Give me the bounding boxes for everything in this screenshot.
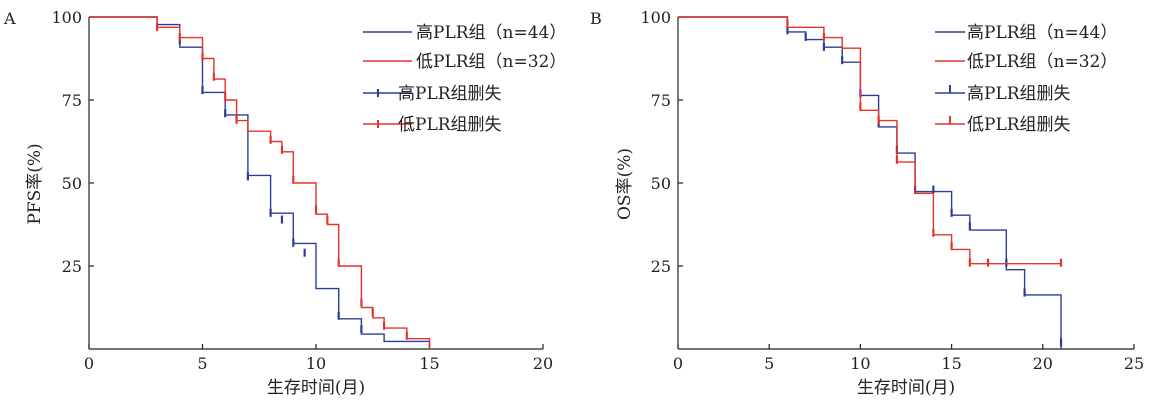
- legend-label-low: 低PLR组（n=32）: [416, 52, 566, 72]
- legend-label-low-censor: 低PLR组删失: [398, 115, 502, 135]
- y-tick-label: 25: [651, 257, 671, 276]
- panel-a-y-axis-label: PFS率(%): [25, 143, 45, 224]
- panel-b-x-axis-label: 生存时间(月): [857, 378, 955, 398]
- high-plr-curve: [89, 16, 431, 349]
- panel-letter-b: B: [590, 9, 602, 28]
- panel-b-curves: [678, 16, 1063, 349]
- legend-label-low: 低PLR组（n=32）: [967, 52, 1117, 72]
- y-tick-label: 25: [62, 257, 82, 276]
- y-tick-label: 75: [62, 91, 82, 110]
- panel-b-legend: 高PLR组（n=44） 低PLR组（n=32） 高PLR组删失 低PLR组删失: [935, 23, 1117, 135]
- x-tick-label: 25: [1124, 354, 1144, 373]
- y-tick-label: 50: [62, 174, 82, 193]
- x-tick-label: 10: [850, 354, 870, 373]
- y-tick-label: 100: [51, 8, 82, 27]
- panel-letter-a: A: [3, 9, 16, 28]
- y-tick-label: 50: [651, 174, 671, 193]
- x-tick-label: 20: [533, 354, 553, 373]
- panel-a-axes: 0 5 10 15 20 100 75 50 25: [51, 8, 553, 373]
- panel-b-y-axis-label: OS率(%): [615, 148, 635, 220]
- x-tick-label: 15: [941, 354, 961, 373]
- y-tick-label: 100: [640, 8, 671, 27]
- panel-a-curves: [89, 16, 431, 349]
- panel-b-axes: 0 5 10 15 20 25 100 75 50 25: [640, 8, 1144, 373]
- panel-b-os-chart: B 0 5 10 15 20 25 100 75 50 25 高PLR组（n=44） 低PLR组（…: [590, 8, 1144, 398]
- x-tick-label: 20: [1033, 354, 1053, 373]
- legend-label-low-censor: 低PLR组删失: [967, 115, 1071, 135]
- x-tick-label: 15: [419, 354, 439, 373]
- panel-a-legend: 高PLR组（n=44） 低PLR组（n=32） 高PLR组删失 低PLR组删失: [363, 23, 566, 135]
- legend-label-high-censor: 高PLR组删失: [398, 84, 502, 104]
- x-tick-label: 10: [306, 354, 326, 373]
- x-tick-label: 0: [84, 354, 94, 373]
- legend-label-high: 高PLR组（n=44）: [967, 23, 1117, 43]
- x-tick-label: 5: [764, 354, 774, 373]
- y-tick-label: 75: [651, 91, 671, 110]
- legend-label-high: 高PLR组（n=44）: [416, 23, 566, 43]
- panel-a-x-axis-label: 生存时间(月): [267, 378, 365, 398]
- x-tick-label: 0: [673, 354, 683, 373]
- low-plr-curve: [89, 16, 431, 349]
- legend-label-high-censor: 高PLR组删失: [967, 84, 1071, 104]
- panel-a-pfs-chart: A 0 5 10 15 20 100 75 50 25 高PLR组（n=44） 低PLR组（n=…: [3, 8, 566, 398]
- x-tick-label: 5: [197, 354, 207, 373]
